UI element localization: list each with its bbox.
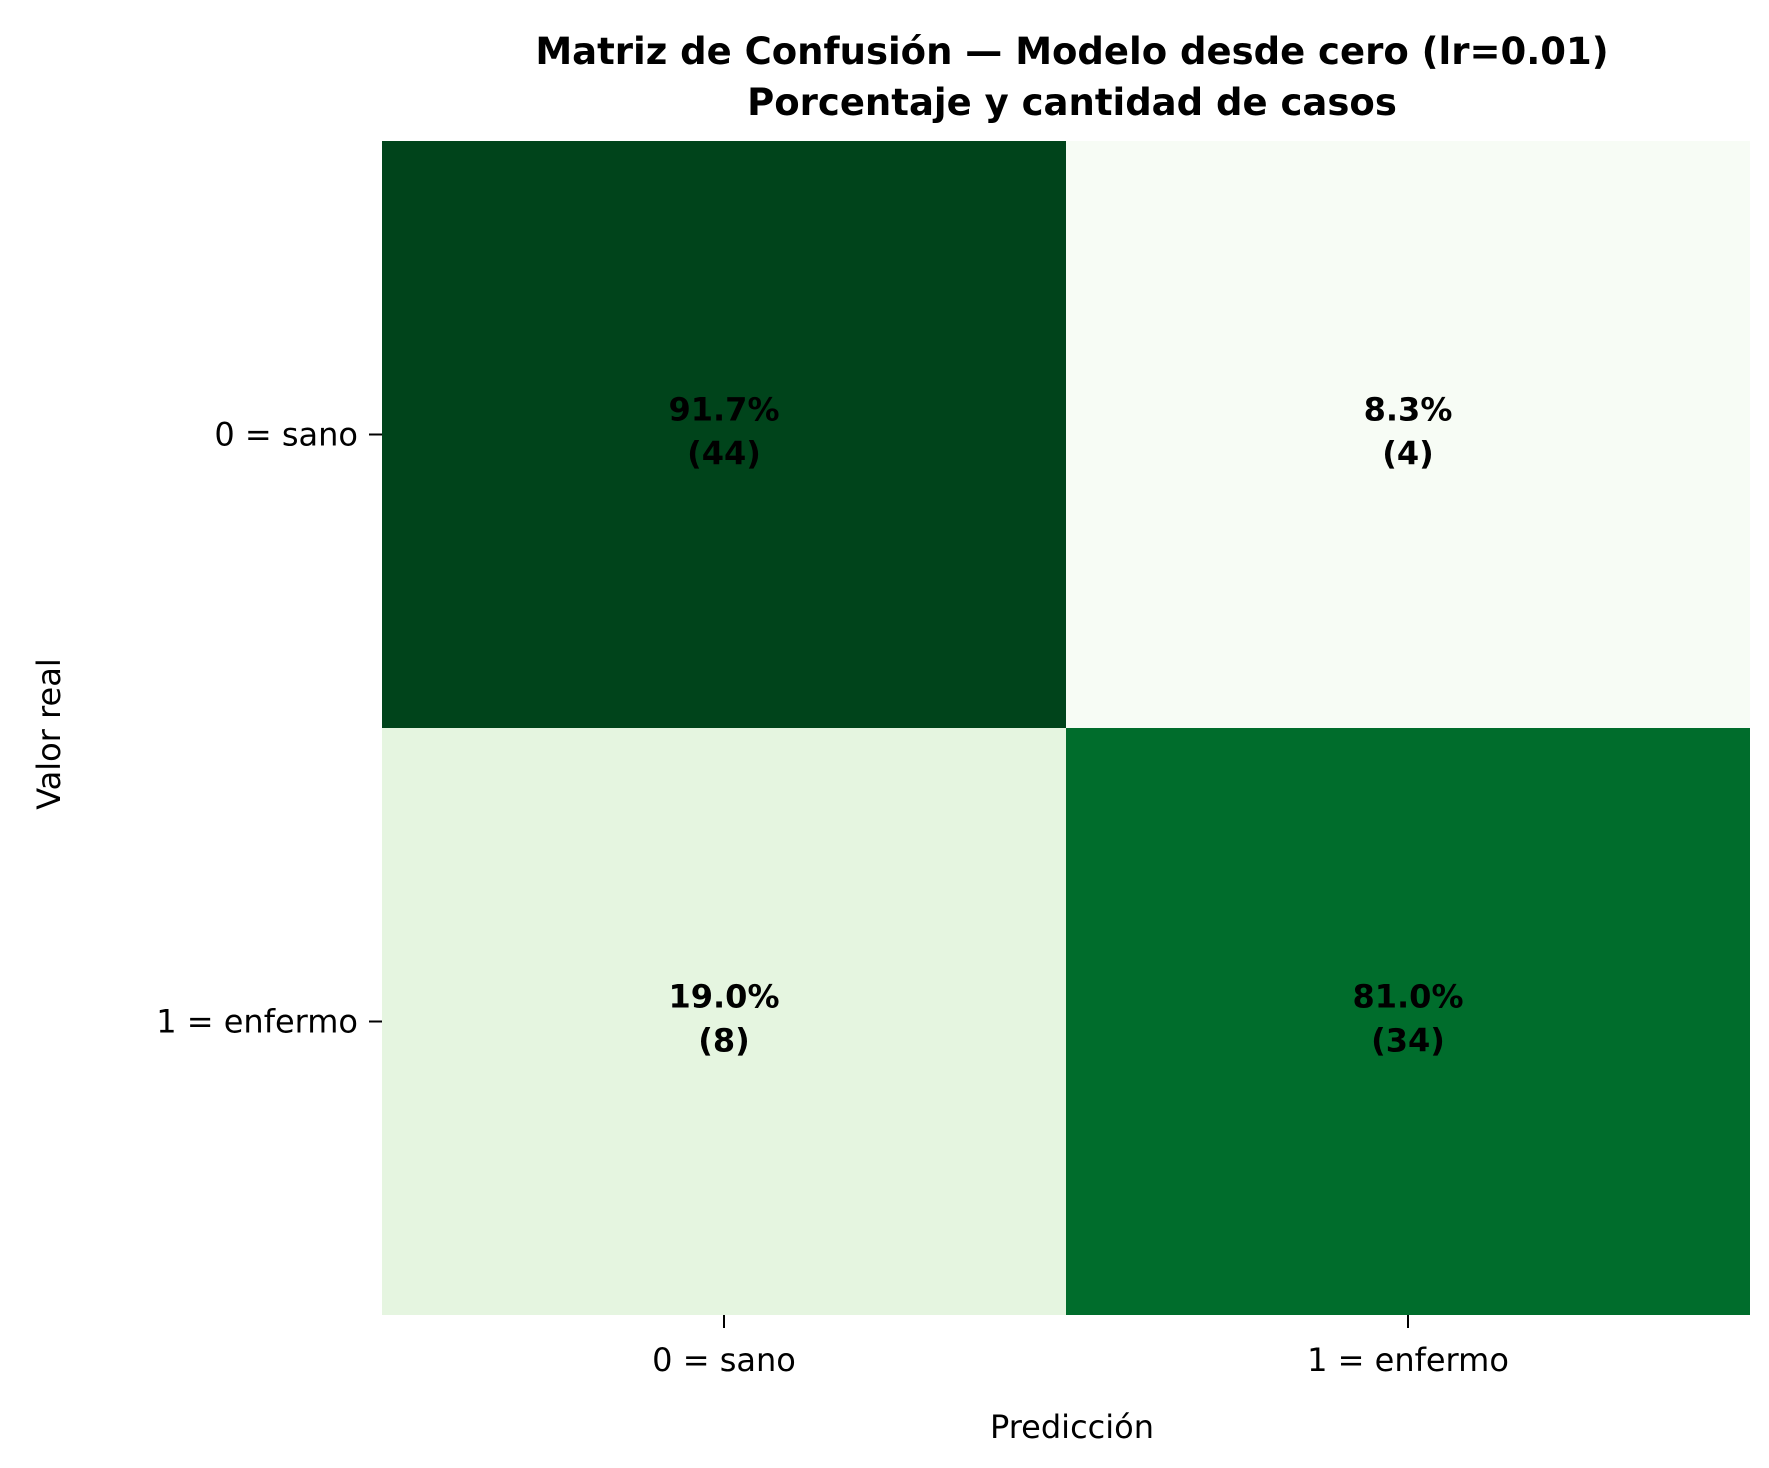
heatmap-cell-1-0 xyxy=(382,728,1066,1315)
heatmap-cell-0-0 xyxy=(382,141,1066,728)
cell-count-label-0-0: (44) xyxy=(687,435,761,473)
cell-percent-label-1-0: 19.0% xyxy=(668,978,779,1016)
y-tick-label: 1 = enfermo xyxy=(156,1003,358,1041)
heatmap-cells: 91.7% (44) 8.3% (4) 19.0% (8) 81.0% (34) xyxy=(382,141,1750,1315)
cell-count-label-1-1: (34) xyxy=(1371,1022,1445,1060)
x-tick-label: 0 = sano xyxy=(652,1341,796,1379)
y-axis-ticks: 0 = sano 1 = enfermo xyxy=(156,416,382,1041)
heatmap-cell-1-1 xyxy=(1066,728,1750,1315)
chart-subtitle: Porcentaje y cantidad de casos xyxy=(747,81,1397,124)
cell-percent-label-0-0: 91.7% xyxy=(668,391,779,429)
chart-title: Matriz de Confusión — Modelo desde cero … xyxy=(535,30,1608,73)
cell-percent-label-1-1: 81.0% xyxy=(1352,978,1463,1016)
x-axis-label: Predicción xyxy=(990,1408,1154,1446)
x-tick-label: 1 = enfermo xyxy=(1307,1341,1509,1379)
cell-count-label-1-0: (8) xyxy=(698,1022,750,1060)
y-axis-label: Valor real xyxy=(30,658,68,809)
x-axis-ticks: 0 = sano 1 = enfermo xyxy=(652,1315,1509,1379)
heatmap-cell-0-1 xyxy=(1066,141,1750,728)
y-tick-label: 0 = sano xyxy=(214,416,358,454)
cell-count-label-0-1: (4) xyxy=(1382,435,1434,473)
cell-percent-label-0-1: 8.3% xyxy=(1364,391,1453,429)
